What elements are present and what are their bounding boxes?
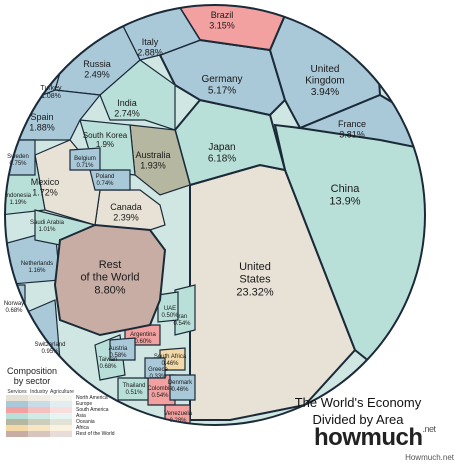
cell-label-italy: Italy 2.88% xyxy=(137,37,163,57)
chart-outline xyxy=(4,4,426,426)
legend-label: North America xyxy=(76,395,108,401)
legend-label: South America xyxy=(76,407,109,413)
legend-swatch xyxy=(6,431,28,437)
cell-label-turkey: Turkey 1.08% xyxy=(40,85,62,100)
cell-label-australia: Australia 1.93% xyxy=(135,150,170,170)
cell-label-france: France 3.81% xyxy=(338,119,366,139)
cell-label-india: India 2.74% xyxy=(114,98,140,118)
legend-swatch xyxy=(50,425,72,431)
cell-denmark xyxy=(169,374,196,401)
credit-text: Howmuch.net xyxy=(405,453,454,462)
cell-label-china: China 13.9% xyxy=(329,183,360,208)
cell-label-colombia: Colombia 0.54% xyxy=(147,386,173,399)
legend-row: Asia xyxy=(6,413,156,419)
brand-name: howmuch xyxy=(314,424,423,451)
title-line-2: Divided by Area xyxy=(312,412,404,427)
cell-greece xyxy=(144,357,166,379)
cell-rest-of-the-world xyxy=(53,223,167,337)
legend-label: Europe xyxy=(76,401,93,407)
legend-rows: North America Europe South America Asia Ocea… xyxy=(6,395,156,437)
cell-label-japan: Japan 6.18% xyxy=(208,142,236,165)
cell-label-south-africa: South Africa 0.46% xyxy=(154,354,187,367)
legend-header-agriculture: Agriculture xyxy=(50,389,74,395)
cell-label-argentina: Argentina 0.60% xyxy=(130,332,156,345)
legend-swatch xyxy=(50,413,72,419)
cell-label-rest-of-the-world: Rest of the World 8.80% xyxy=(80,259,139,296)
legend-swatch xyxy=(50,431,72,437)
brand-suffix: .net xyxy=(422,424,437,434)
legend-swatch xyxy=(50,407,72,413)
cell-label-south-korea: South Korea 1.9% xyxy=(83,131,128,149)
legend-swatch xyxy=(28,413,50,419)
cell-label-germany: Germany 5.17% xyxy=(201,74,242,97)
cell-label-sweden: Sweden 0.75% xyxy=(7,154,29,167)
legend-swatch xyxy=(50,395,72,401)
legend-swatch xyxy=(28,431,50,437)
cell-label-spain: Spain 1.88% xyxy=(29,112,55,132)
title-line-1: The World's Economy xyxy=(294,395,422,410)
cell-belgium xyxy=(69,147,101,171)
cell-label-thailand: Thailand 0.51% xyxy=(122,383,145,396)
cell-label-saudi-arabia: Saudi Arabia 1.01% xyxy=(30,220,65,233)
legend-swatch xyxy=(50,419,72,425)
legend-swatch xyxy=(28,401,50,407)
cell-label-norway: Norway 0.68% xyxy=(4,301,24,314)
legend-swatch xyxy=(6,425,28,431)
cell-label-poland: Poland 0.74% xyxy=(96,174,115,187)
cell-label-united-states: United States 23.32% xyxy=(236,261,274,298)
cell-label-austria: Austria 0.58% xyxy=(109,346,128,359)
cell-label-belgium: Belgium 0.71% xyxy=(74,156,96,169)
legend-header: Services Industry Agriculture xyxy=(6,389,156,395)
cell-uae xyxy=(157,291,179,323)
legend-title: Composition by sector xyxy=(6,366,58,386)
cell-label-denmark: Denmark 0.46% xyxy=(168,380,193,393)
legend-row: Europe xyxy=(6,401,156,407)
legend-row: North America xyxy=(6,395,156,401)
legend-swatch xyxy=(6,419,28,425)
cell-poland xyxy=(89,169,131,191)
cell-austria xyxy=(109,337,136,361)
legend-row: South America xyxy=(6,407,156,413)
legend-swatch xyxy=(28,407,50,413)
cell-label-taiwan: Taiwan 0.68% xyxy=(99,357,118,370)
sector-legend: Composition by sector Services Industry … xyxy=(6,366,156,437)
legend-row: Oceania xyxy=(6,419,156,425)
legend-label: Rest of the World xyxy=(76,431,115,437)
cell-label-canada: Canada 2.39% xyxy=(110,202,142,222)
cell-label-brazil: Brazil 3.15% xyxy=(209,10,235,30)
legend-label: Asia xyxy=(76,413,86,419)
legend-swatch xyxy=(6,413,28,419)
legend-row: Africa xyxy=(6,425,156,431)
legend-swatch xyxy=(6,407,28,413)
legend-row: Rest of the World xyxy=(6,431,156,437)
legend-swatch xyxy=(6,395,28,401)
cell-thailand xyxy=(117,377,149,401)
legend-label: Africa xyxy=(76,425,89,431)
legend-header-services: Services xyxy=(7,389,27,395)
legend-swatch xyxy=(28,425,50,431)
legend-label: Oceania xyxy=(76,419,95,425)
legend-swatch xyxy=(28,395,50,401)
cell-label-greece: Greece 0.33% xyxy=(148,367,168,380)
legend-swatch xyxy=(28,419,50,425)
cell-label-netherlands: Netherlands 1.16% xyxy=(21,261,53,274)
cell-label-indonesia: Indonesia 1.19% xyxy=(5,193,32,206)
cell-label-russia: Russia 2.49% xyxy=(83,59,111,79)
cell-label-uae: UAE 0.50% xyxy=(161,306,179,319)
chart-title: The World's Economy Divided by Area xyxy=(278,394,438,428)
cell-label-united-kingdom: United Kingdom 3.94% xyxy=(305,64,344,98)
legend-header-industry: Industry xyxy=(30,389,48,395)
cell-label-mexico: Mexico 1.72% xyxy=(31,177,60,197)
legend-swatch xyxy=(6,401,28,407)
cell-label-iran: Iran 0.54% xyxy=(173,314,191,327)
brand-logo: howmuch.net xyxy=(314,424,436,452)
legend-swatch xyxy=(50,401,72,407)
